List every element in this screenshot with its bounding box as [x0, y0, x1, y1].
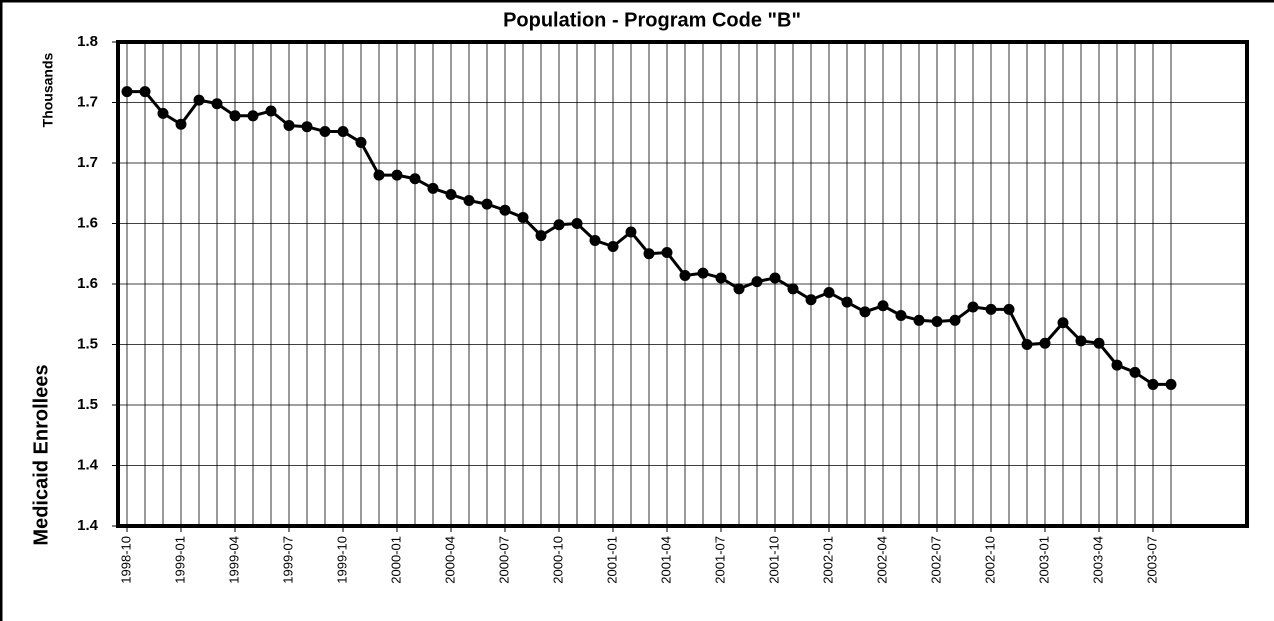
data-point — [391, 169, 403, 181]
y-tick-label: 1.8 — [77, 33, 98, 50]
x-tick-label: 2000-01 — [388, 536, 403, 584]
data-point — [175, 118, 187, 130]
data-point — [157, 107, 169, 119]
x-tick-label: 2000-07 — [496, 536, 511, 584]
data-point — [1093, 337, 1105, 349]
data-point — [121, 86, 133, 98]
x-tick-label: 2000-10 — [550, 536, 565, 584]
data-point — [571, 218, 583, 229]
data-point — [859, 306, 871, 318]
x-tick-label: 2002-10 — [982, 536, 997, 584]
x-tick-label: 1999-07 — [280, 536, 295, 584]
data-point — [823, 286, 835, 298]
data-point — [769, 272, 781, 284]
data-point — [211, 98, 223, 110]
data-point — [949, 314, 961, 326]
x-tick-label: 2001-07 — [712, 536, 727, 584]
x-tick-label: 2003-01 — [1036, 536, 1051, 584]
data-point — [193, 94, 205, 106]
y-tick-label: 1.4 — [77, 456, 99, 473]
data-point — [445, 188, 457, 200]
data-point — [517, 211, 529, 223]
data-point — [1075, 335, 1087, 347]
x-tick-label: 2003-04 — [1090, 536, 1105, 584]
data-point — [985, 303, 997, 315]
x-tick-label: 2002-04 — [874, 536, 889, 584]
x-tick-label: 1999-10 — [334, 536, 349, 584]
data-point — [697, 267, 709, 279]
y-unit-label: Thousands — [40, 52, 56, 127]
data-point — [319, 126, 331, 138]
data-point — [877, 300, 889, 312]
data-point — [229, 110, 241, 122]
data-point — [841, 296, 853, 308]
data-point — [409, 173, 421, 185]
data-point — [283, 119, 295, 131]
data-point — [481, 198, 493, 210]
data-point — [751, 276, 763, 288]
data-point — [499, 204, 511, 216]
y-tick-label: 1.5 — [77, 396, 98, 413]
chart-title: Population - Program Code "B" — [503, 9, 801, 31]
data-point — [373, 169, 385, 181]
data-point — [1021, 339, 1033, 350]
y-tick-label: 1.7 — [77, 154, 98, 171]
data-point — [1003, 303, 1015, 315]
data-point — [661, 247, 673, 259]
y-tick-label: 1.5 — [77, 335, 98, 352]
data-point — [787, 283, 799, 295]
plot-border — [116, 40, 1249, 528]
data-point — [1111, 359, 1123, 371]
x-tick-label: 1998-10 — [118, 536, 133, 584]
y-tick-label: 1.6 — [77, 214, 98, 231]
data-point — [427, 182, 439, 194]
data-point — [895, 309, 907, 321]
data-point — [715, 272, 727, 284]
data-point — [355, 136, 367, 148]
data-point — [643, 248, 655, 260]
y-tick-label: 1.7 — [77, 93, 98, 110]
data-point — [1129, 366, 1141, 378]
data-point — [607, 240, 619, 252]
x-tick-label: 2000-04 — [442, 536, 457, 584]
data-point — [1165, 378, 1177, 390]
data-point — [913, 314, 925, 326]
data-point — [265, 105, 277, 117]
x-tick-label: 2003-07 — [1144, 536, 1159, 584]
data-point — [337, 126, 349, 138]
x-tick-label: 1999-01 — [172, 536, 187, 584]
data-point — [679, 270, 691, 282]
data-point — [139, 86, 151, 98]
y-tick-label: 1.4 — [77, 517, 99, 534]
data-point — [1057, 317, 1069, 329]
y-axis-label: Medicaid Enrollees — [30, 364, 52, 545]
data-point — [553, 219, 565, 231]
y-tick-label: 1.6 — [77, 275, 98, 292]
data-point — [247, 110, 259, 122]
x-tick-label: 2002-07 — [928, 536, 943, 584]
data-point — [931, 316, 943, 328]
data-point — [1039, 337, 1051, 349]
data-point — [1147, 378, 1159, 390]
x-tick-label: 2001-04 — [658, 536, 673, 584]
data-point — [589, 234, 601, 246]
x-tick-label: 2002-01 — [820, 536, 835, 584]
data-point — [967, 301, 979, 313]
x-tick-label: 2001-10 — [766, 536, 781, 584]
data-point — [301, 121, 313, 133]
data-point — [625, 226, 637, 238]
data-point — [733, 283, 745, 295]
data-point — [805, 294, 817, 306]
data-point — [463, 195, 475, 207]
x-tick-label: 1999-04 — [226, 536, 241, 584]
data-point — [535, 230, 547, 242]
x-tick-label: 2001-01 — [604, 536, 619, 584]
